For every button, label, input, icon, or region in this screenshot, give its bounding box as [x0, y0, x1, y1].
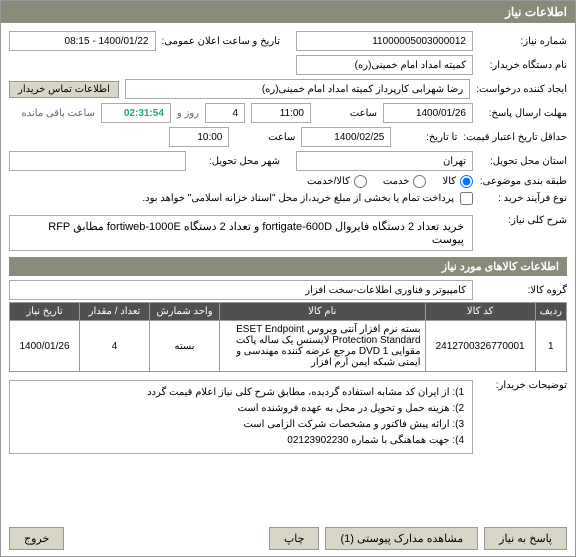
category-radio-group: کالا خدمت کالا/خدمت	[307, 175, 473, 188]
label-group: گروه کالا:	[479, 285, 567, 296]
label-to-date: تا تاریخ:	[397, 132, 457, 143]
cell-name: بسته نرم افزار آنتی ویروس ESET Endpoint …	[220, 321, 426, 372]
print-button[interactable]: چاپ	[269, 527, 320, 550]
cell-qty: 4	[80, 321, 150, 372]
to-time-value: 10:00	[169, 127, 229, 147]
city-value	[9, 151, 186, 171]
cell-idx: 1	[535, 321, 566, 372]
days-value: 4	[205, 103, 245, 123]
note-line-3: 3): ارائه پیش فاکتور و مشخصات شرکت الزام…	[18, 417, 464, 433]
countdown-value: 02:31:54	[101, 103, 171, 123]
label-hour-1: ساعت	[317, 108, 377, 119]
th-row: ردیف	[535, 303, 566, 321]
radio-service-text: خدمت	[383, 176, 410, 187]
announce-value: 1400/01/22 - 08:15	[9, 31, 156, 51]
label-category: طبقه بندی موضوعی:	[479, 176, 567, 187]
radio-service-label[interactable]: خدمت	[383, 175, 427, 188]
label-announce: تاریخ و ساعت اعلان عمومی:	[162, 36, 281, 47]
need-no-value: 11000005003000012	[296, 31, 473, 51]
radio-goods[interactable]	[460, 175, 473, 188]
to-date-value: 1400/02/25	[301, 127, 391, 147]
section-items-header: اطلاعات کالاهای مورد نیاز	[9, 257, 567, 276]
button-bar: پاسخ به نیاز مشاهده مدارک پیوستی (1) چاپ…	[9, 527, 567, 550]
radio-both-label[interactable]: کالا/خدمت	[307, 175, 367, 188]
process-checkbox[interactable]	[460, 192, 473, 205]
deadline-date-value: 1400/01/26	[383, 103, 473, 123]
items-table: ردیف کد کالا نام کالا واحد شمارش تعداد /…	[9, 302, 567, 372]
label-deadline: مهلت ارسال پاسخ:	[479, 108, 567, 119]
label-city: شهر محل تحویل:	[192, 156, 280, 167]
group-value: کامپیوتر و فناوری اطلاعات-سخت افزار	[9, 280, 473, 300]
buyer-notes-box: 1): از ایران کد مشابه استفاده گردیده، مط…	[9, 380, 473, 454]
th-qty: تعداد / مقدار	[80, 303, 150, 321]
exit-button[interactable]: خروج	[9, 527, 64, 550]
reply-button[interactable]: پاسخ به نیاز	[484, 527, 567, 550]
label-validity: حداقل تاریخ اعتبار قیمت:	[463, 132, 567, 143]
cell-date: 1400/01/26	[10, 321, 80, 372]
cell-code: 2412700326770001	[425, 321, 535, 372]
th-date: تاریخ نیاز	[10, 303, 80, 321]
radio-goods-label[interactable]: کالا	[442, 175, 473, 188]
key-desc-value: خرید تعداد 2 دستگاه فایروال fortigate-60…	[9, 215, 473, 251]
radio-service[interactable]	[413, 175, 426, 188]
label-hour-2: ساعت	[235, 132, 295, 143]
attachments-button[interactable]: مشاهده مدارک پیوستی (1)	[325, 527, 478, 550]
radio-both-text: کالا/خدمت	[307, 176, 350, 187]
label-process: نوع فرآیند خرید :	[479, 193, 567, 204]
label-key-desc: شرح کلی نیاز:	[479, 215, 567, 226]
label-day: روز و	[177, 108, 199, 119]
radio-goods-text: کالا	[442, 176, 456, 187]
table-header-row: ردیف کد کالا نام کالا واحد شمارش تعداد /…	[10, 303, 567, 321]
label-state: استان محل تحویل:	[479, 156, 567, 167]
note-line-2: 2): هزینه حمل و تحویل در محل به عهده فرو…	[18, 401, 464, 417]
label-need-no: شماره نیاز:	[479, 36, 567, 47]
label-remaining: ساعت باقی مانده	[22, 108, 95, 119]
label-buyer: نام دستگاه خریدار:	[479, 60, 567, 71]
cell-unit: بسته	[150, 321, 220, 372]
table-row[interactable]: 1 2412700326770001 بسته نرم افزار آنتی و…	[10, 321, 567, 372]
process-note: پرداخت تمام یا بخشی از مبلغ خرید،از محل …	[142, 193, 454, 204]
label-creator: ایجاد کننده درخواست:	[476, 84, 567, 95]
window-title: اطلاعات نیاز	[1, 1, 575, 23]
note-line-4: 4): جهت هماهنگی با شماره 02123902230	[18, 433, 464, 449]
th-code: کد کالا	[425, 303, 535, 321]
deadline-time-value: 11:00	[251, 103, 311, 123]
contact-button[interactable]: اطلاعات تماس خریدار	[9, 81, 119, 98]
buyer-value: کمیته امداد امام خمینی(ره)	[296, 55, 473, 75]
th-unit: واحد شمارش	[150, 303, 220, 321]
note-line-1: 1): از ایران کد مشابه استفاده گردیده، مط…	[18, 385, 464, 401]
label-buyer-notes: توضیحات خریدار:	[479, 380, 567, 391]
th-name: نام کالا	[220, 303, 426, 321]
creator-value: رضا شهرابی کارپرداز کمیته امداد امام خمی…	[125, 79, 470, 99]
radio-both[interactable]	[354, 175, 367, 188]
state-value: تهران	[296, 151, 473, 171]
